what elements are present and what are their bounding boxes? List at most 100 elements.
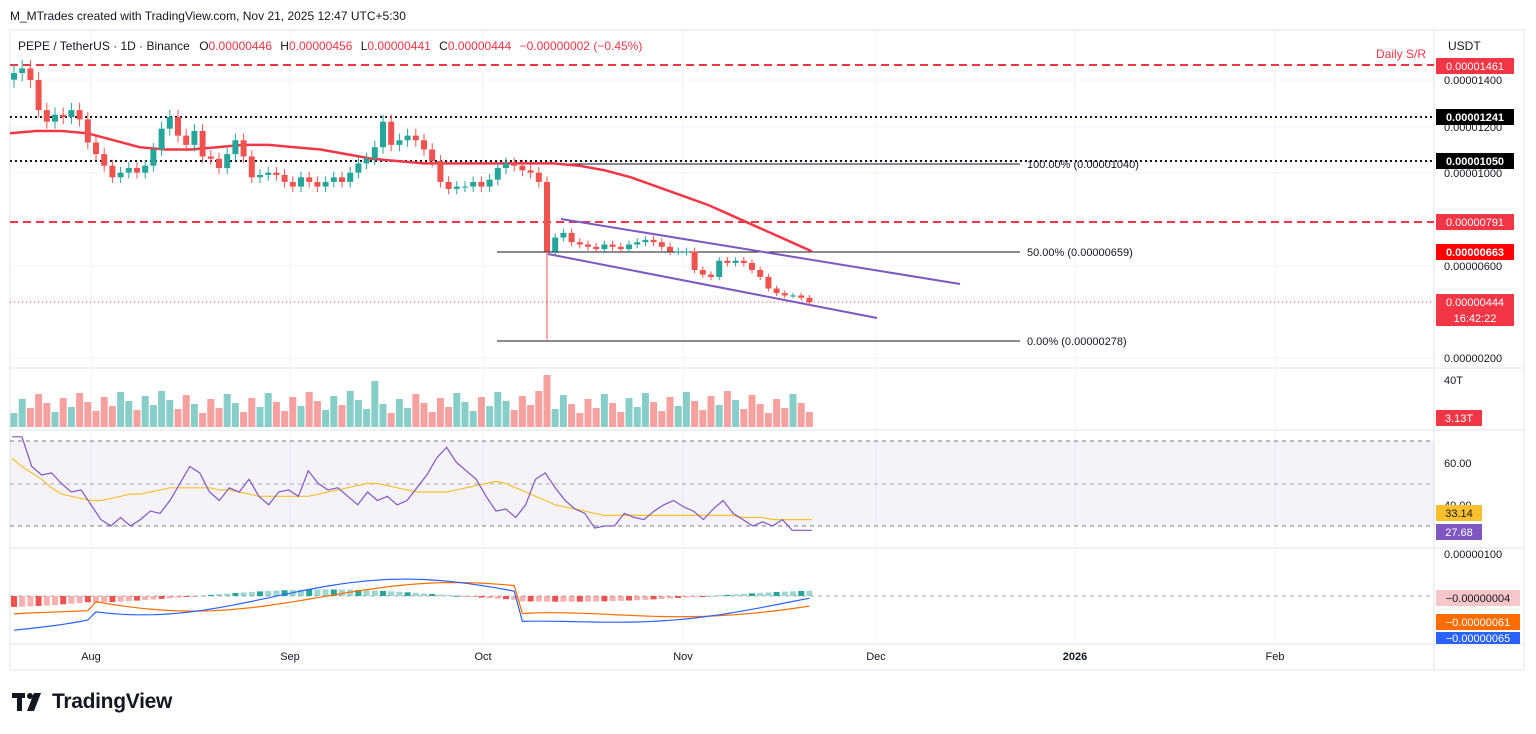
macd-hist-bar <box>568 596 575 602</box>
candle-body <box>60 114 67 118</box>
volume-bar <box>92 411 100 427</box>
macd-hist-bar <box>27 596 34 607</box>
candle-body <box>552 237 559 252</box>
candle-body <box>708 274 714 277</box>
volume-bar <box>26 408 34 427</box>
macd-hist-bar <box>757 592 764 596</box>
rsi-tick: 60.00 <box>1444 458 1472 470</box>
price-tag-last: 0.00000444 16:42:22 <box>1436 294 1514 326</box>
macd-hist-bar <box>363 590 370 596</box>
rsi-signal-tag: 33.14 <box>1445 508 1473 520</box>
volume-bar <box>240 412 248 427</box>
daily-sr-label: Daily S/R <box>1376 47 1426 61</box>
volume-bar <box>84 402 92 427</box>
candle-body <box>757 269 764 277</box>
candle-body <box>412 135 419 141</box>
volume-bar <box>625 398 633 427</box>
macd-hist-bar <box>257 591 263 596</box>
volume-bar <box>699 410 707 427</box>
candle-body <box>535 172 542 182</box>
macd-hist-bar <box>84 596 91 603</box>
candle-body <box>790 295 796 297</box>
macd-hist-bar <box>642 596 649 600</box>
candle-body <box>11 73 17 80</box>
macd-hist-bar <box>76 596 83 604</box>
macd-hist-bar <box>281 590 288 596</box>
candle-body <box>626 244 632 250</box>
candle-body <box>306 177 313 182</box>
volume-bar <box>223 394 231 427</box>
candle-body <box>691 251 698 270</box>
candle-body <box>142 165 149 173</box>
macd-hist-bar <box>494 596 501 599</box>
candle-body <box>101 154 108 166</box>
tradingview-footer: TradingView <box>12 688 172 716</box>
volume-bar <box>215 408 223 427</box>
candle-body <box>19 68 26 74</box>
volume-bar <box>707 396 715 427</box>
macd-hist-bar <box>355 589 362 596</box>
price-tag-1241: 0.00001241 <box>1436 109 1514 125</box>
countdown: 16:42:22 <box>1454 313 1497 325</box>
macd-hist-bar <box>175 596 181 598</box>
macd-hist-bar <box>298 589 304 596</box>
volume-axis-label: 40T <box>1444 375 1463 387</box>
macd-hist-bar <box>191 596 198 597</box>
candle-body <box>199 130 206 157</box>
volume-bar <box>166 400 174 427</box>
volume-bar <box>650 402 658 427</box>
macd-hist-bar <box>593 596 600 602</box>
rsi-signal-line <box>11 457 812 521</box>
candle-body <box>609 244 616 247</box>
volume-bar <box>117 392 125 427</box>
volume-bar <box>674 406 682 427</box>
candle-body <box>437 161 444 182</box>
macd-hist-bar <box>314 589 321 596</box>
volume-bar <box>133 410 141 427</box>
candle-body <box>150 149 157 166</box>
volume-bar <box>715 405 723 427</box>
close-label: C <box>439 39 448 53</box>
candle-body <box>265 172 272 175</box>
macd-hist-bar <box>544 596 550 602</box>
volume-bar <box>354 400 362 427</box>
macd-hist-bar <box>781 591 788 596</box>
candle-body <box>453 186 460 189</box>
volume-bar <box>149 405 157 427</box>
macd-hist-bar <box>552 596 559 602</box>
macd-hist-bar <box>19 596 26 607</box>
volume-bar <box>10 413 18 427</box>
moving-average-line <box>9 129 813 253</box>
volume-bar <box>551 409 559 427</box>
volume-bar <box>576 413 584 427</box>
volume-bar <box>305 392 313 427</box>
volume-bar <box>141 396 149 427</box>
macd-hist-bar <box>765 592 772 596</box>
candle-body <box>781 293 788 296</box>
time-tick: Oct <box>474 651 491 663</box>
time-tick: Dec <box>866 651 886 663</box>
macd-tick: 0.00000100 <box>1444 549 1502 561</box>
volume-bar <box>773 399 781 427</box>
volume-bar <box>682 392 690 427</box>
volume-bar <box>272 402 280 427</box>
volume-bar <box>330 396 338 427</box>
candle-body <box>109 165 116 178</box>
macd-hist-bar <box>683 596 690 598</box>
candle-body <box>486 179 493 187</box>
volume-bar <box>404 408 412 427</box>
macd-hist-bar <box>273 590 280 596</box>
candle-body <box>396 140 403 145</box>
volume-bar <box>379 404 387 427</box>
low-value: 0.00000441 <box>367 39 431 53</box>
time-tick: Nov <box>673 651 693 663</box>
candle-body <box>76 110 83 120</box>
candle-body <box>273 172 280 175</box>
macd-hist-bar <box>511 596 518 600</box>
volume-bar <box>748 395 756 427</box>
candle-body <box>765 276 772 289</box>
low-label: L <box>361 39 368 53</box>
macd-hist-bar <box>93 596 99 603</box>
volume-bar <box>756 404 764 427</box>
